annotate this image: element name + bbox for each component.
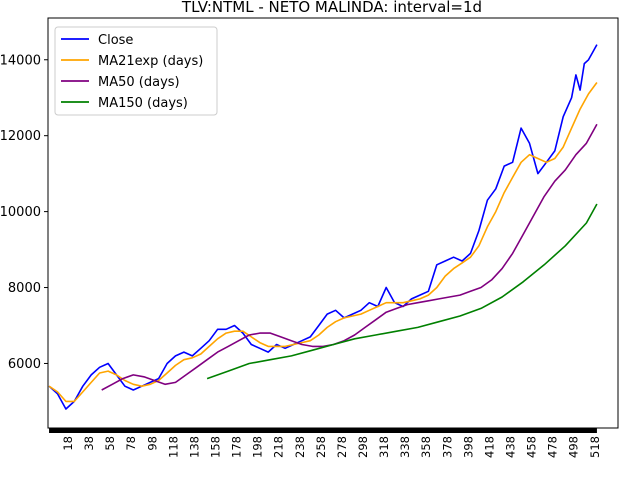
x-tick-label: 498 <box>567 436 581 458</box>
x-tick-label: 58 <box>103 436 117 451</box>
x-tick-label: 478 <box>546 436 560 458</box>
x-tick-label: 358 <box>419 436 433 458</box>
x-tick-label: 158 <box>209 436 223 458</box>
x-tick-label: 118 <box>166 436 180 458</box>
legend-label: MA21exp (days) <box>98 54 203 69</box>
legend: Close MA21exp (days) MA50 (days) MA150 (day… <box>54 26 218 116</box>
y-tick-label: 14000 <box>0 53 41 68</box>
x-tick-label: 458 <box>525 436 539 458</box>
series-line-2 <box>101 123 598 391</box>
y-tick-label: 10000 <box>0 205 41 220</box>
x-tick-label: 18 <box>61 436 75 451</box>
series-line-3 <box>206 203 598 380</box>
x-tick-label: 318 <box>377 436 391 458</box>
x-tick-label: 278 <box>335 436 349 458</box>
legend-label: MA150 (days) <box>98 96 188 111</box>
x-tick-label: 378 <box>440 436 454 458</box>
y-tick-label: 6000 <box>8 357 41 372</box>
legend-label: Close <box>98 33 133 48</box>
legend-box <box>54 26 218 116</box>
x-tick-label: 338 <box>398 436 412 458</box>
chart-title: TLV:NTML - NETO MALINDA: interval=1d <box>181 0 482 16</box>
x-tick-label: 238 <box>293 436 307 458</box>
y-tick-label: 12000 <box>0 129 41 144</box>
x-tick-bar <box>49 428 597 433</box>
series-line-1 <box>48 82 598 403</box>
x-tick-label: 98 <box>145 436 159 451</box>
x-tick-label: 178 <box>230 436 244 458</box>
x-tick-label: 258 <box>314 436 328 458</box>
x-tick-label: 78 <box>124 436 138 451</box>
y-tick-label: 8000 <box>8 281 41 296</box>
x-tick-label: 198 <box>251 436 265 458</box>
x-tick-label: 418 <box>483 436 497 458</box>
x-tick-label: 218 <box>272 436 286 458</box>
axes: 18 38 58 78 98 118 138 158 178 198 218 238 258 278 298… <box>0 53 602 458</box>
x-tick-label: 438 <box>504 436 518 458</box>
legend-label: MA50 (days) <box>98 75 180 90</box>
x-tick-label: 38 <box>82 436 96 451</box>
x-tick-label: 298 <box>356 436 370 458</box>
x-tick-label: 138 <box>188 436 202 458</box>
x-tick-label: 398 <box>461 436 475 458</box>
plot-area <box>48 44 598 410</box>
x-tick-label: 518 <box>588 436 602 458</box>
